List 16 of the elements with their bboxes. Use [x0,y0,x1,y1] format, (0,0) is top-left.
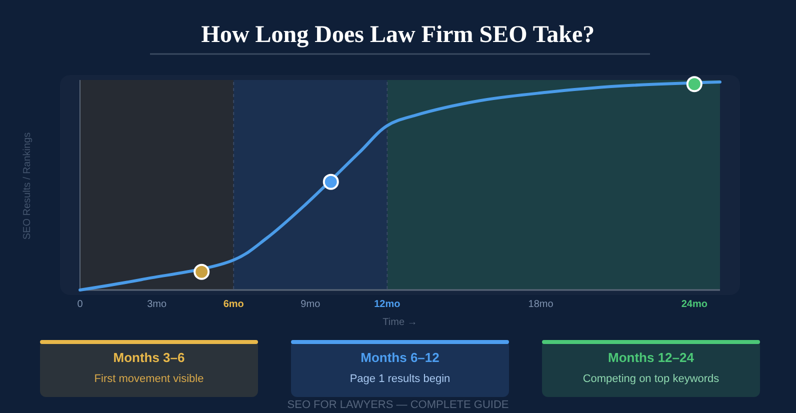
x-axis-title: Time → [382,317,418,328]
text: Competing on top keywords [582,373,720,385]
x-tick-label: 9mo [300,299,321,310]
x-tick-label: 0 [77,299,84,310]
x-tick-label: 3mo [147,299,167,310]
text: Months 6–12 [360,350,440,365]
x-tick-label: 24mo [681,299,708,310]
text: Page 1 results begin [350,373,450,385]
text: Months 3–6 [113,350,185,365]
x-tick-label: 18mo [528,299,554,310]
x-tick-label: 12mo [374,299,400,310]
text: First movement visible [94,373,204,385]
text: Months 12–24 [608,350,695,365]
x-tick-label: 6mo [223,299,244,310]
text: SEO FOR LAWYERS — COMPLETE GUIDE [287,399,509,411]
chart-title: How Long Does Law Firm SEO Take? [201,22,595,48]
